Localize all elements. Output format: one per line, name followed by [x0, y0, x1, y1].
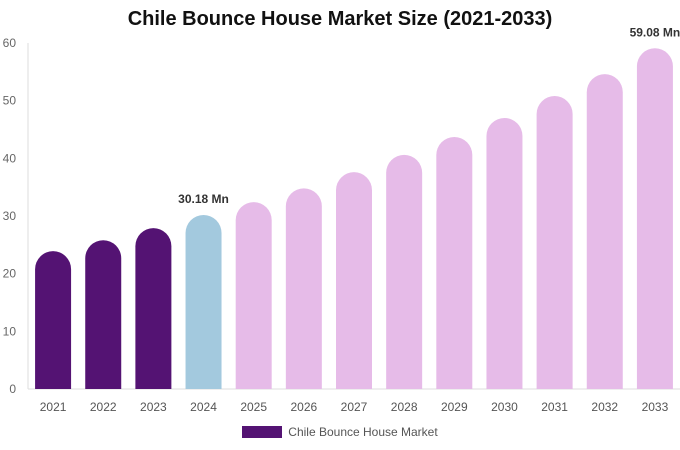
bar-2023: [135, 228, 172, 389]
x-tick-label: 2027: [341, 400, 368, 414]
y-tick-label: 40: [3, 151, 17, 165]
bar-2027: [336, 172, 372, 389]
bar-2028: [386, 154, 423, 389]
y-tick-label: 30: [3, 209, 17, 223]
y-tick-label: 0: [9, 382, 16, 396]
x-tick-label: 2024: [190, 400, 217, 414]
bar-2026: [285, 188, 322, 389]
bar-2025: [235, 202, 272, 389]
bar-2033: [636, 48, 673, 390]
bar-2022: [85, 240, 122, 389]
y-tick-label: 20: [3, 267, 17, 281]
x-tick-label: 2028: [391, 400, 418, 414]
chart-title: Chile Bounce House Market Size (2021-203…: [127, 8, 553, 30]
x-tick-label: 2023: [140, 400, 167, 414]
x-tick-label: 2033: [642, 400, 669, 414]
bar-2029: [436, 136, 473, 389]
x-tick-label: 2029: [441, 400, 468, 414]
x-tick-label: 2032: [591, 400, 618, 414]
data-label-2024: 30.18 Mn: [178, 192, 229, 206]
x-tick-label: 2026: [290, 400, 317, 414]
y-tick-label: 50: [3, 94, 17, 108]
bar-2031: [536, 96, 573, 389]
x-tick-label: 2030: [491, 400, 518, 414]
data-label-2033: 59.08 Mn: [630, 25, 680, 39]
bar-2024: [185, 214, 222, 389]
x-tick-label: 2025: [240, 400, 267, 414]
y-tick-label: 60: [3, 36, 17, 50]
x-tick-label: 2022: [90, 400, 117, 414]
legend: Chile Bounce House Market: [0, 425, 680, 439]
bar-2032: [586, 74, 623, 389]
bar-2030: [486, 117, 523, 389]
y-tick-label: 10: [3, 324, 17, 338]
x-tick-label: 2021: [40, 400, 67, 414]
bar-2021: [35, 251, 72, 389]
x-tick-label: 2031: [541, 400, 568, 414]
legend-label: Chile Bounce House Market: [288, 425, 438, 439]
legend-swatch: [242, 426, 283, 438]
